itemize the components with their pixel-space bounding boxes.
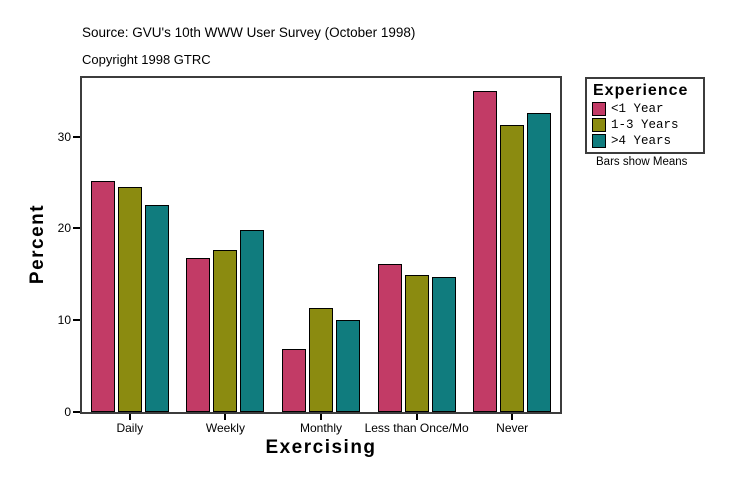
legend-item-label: >4 Years <box>611 134 672 148</box>
y-axis-tick-label: 20 <box>57 221 71 236</box>
x-axis-tick <box>320 414 322 420</box>
bar-weekly-1-3-years <box>213 250 237 412</box>
legend-item-label: <1 Year <box>611 102 664 116</box>
bar-less-than-once-mo-1-3-years <box>405 275 429 412</box>
copyright-text: Copyright 1998 GTRC <box>82 52 211 67</box>
legend: Experience <1 Year 1-3 Years >4 Years <box>585 77 705 154</box>
legend-note: Bars show Means <box>596 156 688 168</box>
bar-never-4-years <box>527 113 551 412</box>
x-axis-tick <box>511 414 514 420</box>
legend-item-1-year: <1 Year <box>592 102 703 116</box>
legend-swatch-4-years <box>592 134 606 148</box>
bar-daily-1-3-years <box>118 187 142 412</box>
bar-weekly-1-year <box>186 258 210 412</box>
legend-items: <1 Year 1-3 Years >4 Years <box>592 102 703 148</box>
x-axis-tick <box>224 414 227 420</box>
y-axis-tick <box>73 135 80 138</box>
bar-less-than-once-mo-4-years <box>432 277 456 412</box>
y-axis-tick <box>73 411 80 413</box>
legend-title: Experience <box>593 82 689 99</box>
y-axis-tick-label: 0 <box>64 405 71 419</box>
y-axis-tick <box>73 319 80 322</box>
source-text: Source: GVU's 10th WWW User Survey (Octo… <box>82 25 416 40</box>
legend-item-4-years: >4 Years <box>592 134 703 148</box>
x-axis-tick-label: Never <box>496 421 529 435</box>
legend-item-label: 1-3 Years <box>611 118 679 132</box>
bar-monthly-1-3-years <box>309 308 333 412</box>
bar-monthly-4-years <box>336 320 360 412</box>
bar-less-than-once-mo-1-year <box>378 264 402 412</box>
x-axis-title: Exercising <box>265 437 377 458</box>
x-axis-tick-label: Less than Once/Mo <box>364 421 469 435</box>
x-axis-tick-label: Monthly <box>299 421 343 435</box>
bar-never-1-year <box>473 91 497 412</box>
y-axis-tick <box>73 227 80 230</box>
legend-swatch-1-year <box>592 102 606 116</box>
bar-weekly-4-years <box>240 230 264 412</box>
y-axis-tick-label: 30 <box>57 129 71 144</box>
x-axis-tick <box>128 414 131 420</box>
y-axis-title: Percent <box>27 203 48 285</box>
x-axis-tick <box>415 414 418 420</box>
bar-daily-1-year <box>91 181 115 412</box>
plot-area <box>80 76 562 414</box>
x-axis-tick-label: Daily <box>116 421 144 435</box>
legend-item-1-3-years: 1-3 Years <box>592 118 703 132</box>
bar-monthly-1-year <box>282 349 306 412</box>
bar-never-1-3-years <box>500 125 524 412</box>
x-axis-tick-label: Weekly <box>205 421 245 435</box>
legend-swatch-1-3-years <box>592 118 606 132</box>
bar-daily-4-years <box>145 205 169 412</box>
y-axis-tick-label: 10 <box>57 313 71 328</box>
